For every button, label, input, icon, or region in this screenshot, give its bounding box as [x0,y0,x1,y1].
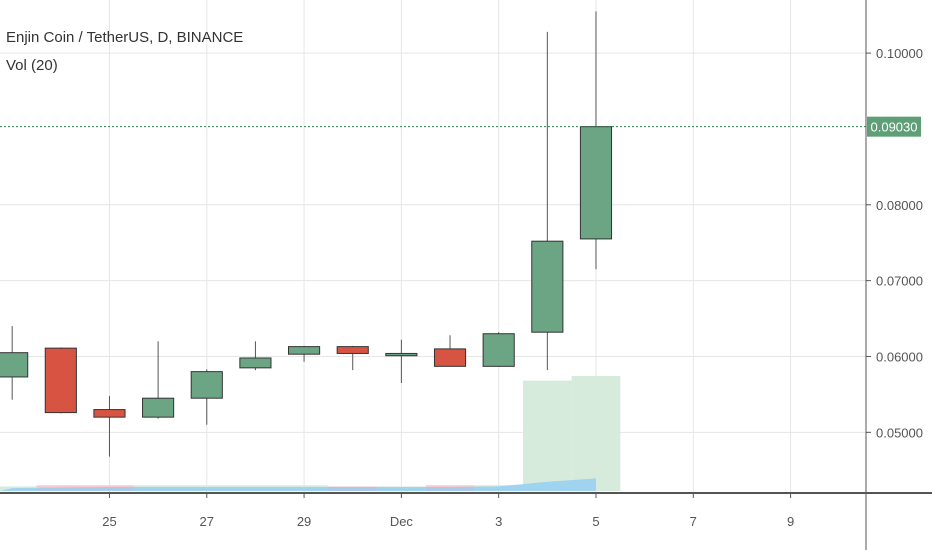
last-price-label: 0.09030 [871,120,918,135]
y-tick-label: 0.08000 [876,198,923,213]
candle-body [433,348,467,367]
volume-pane [0,376,621,491]
volume-bar [571,376,621,491]
candle-body [531,240,564,333]
volume-bar [523,380,572,491]
volume-ma-area [0,478,596,491]
chart-title[interactable]: Enjin Coin / TetherUS, D, BINANCE [6,29,244,46]
x-tick-label: 5 [592,514,599,529]
x-tick-label: 27 [200,514,214,529]
y-tick-label: 0.10000 [876,46,923,61]
candle-body [385,352,418,357]
last-price-label-box [867,116,921,137]
candle-body [44,347,77,414]
volume-indicator-label[interactable]: Vol (20) [6,57,58,74]
candles [0,11,613,457]
candle-body [0,352,29,378]
candle-body [579,126,613,240]
candle-body [336,346,369,354]
x-tick-label: 3 [495,514,502,529]
x-tick-label: 25 [102,514,116,529]
candle-body [190,371,223,399]
x-tick-label: 9 [787,514,794,529]
x-tick-label: 29 [297,514,311,529]
candle-body [93,409,126,418]
x-tick-label: 7 [690,514,697,529]
y-tick-label: 0.06000 [876,349,923,364]
candle-body [142,397,175,418]
y-tick-label: 0.05000 [876,425,923,440]
chart-legend: Enjin Coin / TetherUS, D, BINANCE Vol (2… [6,24,243,80]
candle-body [239,357,272,369]
y-tick-label: 0.07000 [876,274,923,289]
candle-body [288,346,321,355]
x-tick-label: Dec [390,514,414,529]
candle-body [482,333,515,367]
